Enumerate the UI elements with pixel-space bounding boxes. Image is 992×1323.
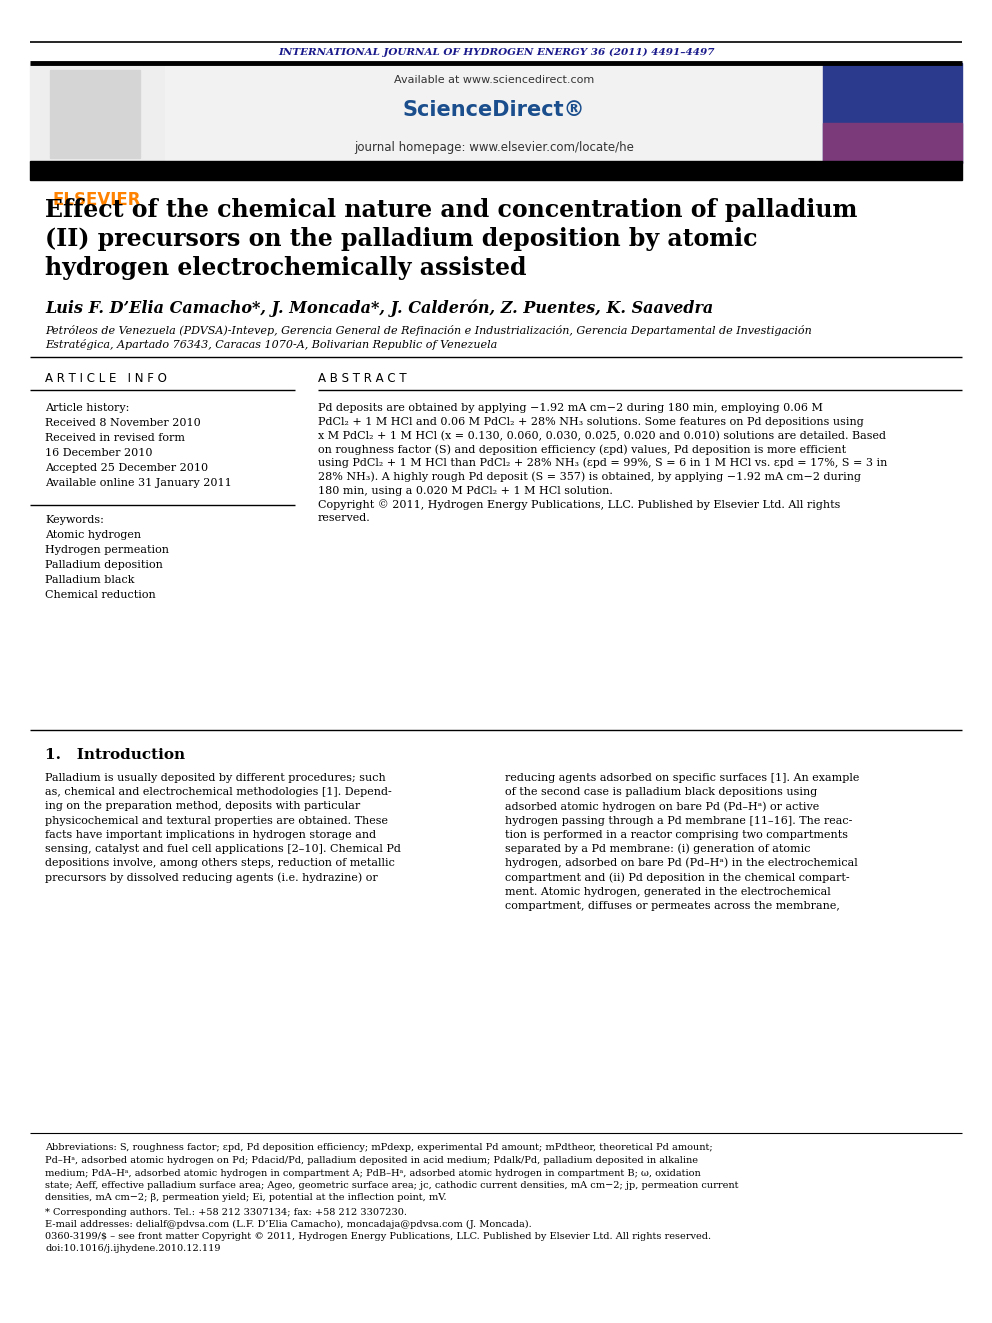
Text: A B S T R A C T: A B S T R A C T xyxy=(318,372,407,385)
Text: compartment, diffuses or permeates across the membrane,: compartment, diffuses or permeates acros… xyxy=(505,901,840,910)
Text: ing on the preparation method, deposits with particular: ing on the preparation method, deposits … xyxy=(45,802,360,811)
Text: A R T I C L E   I N F O: A R T I C L E I N F O xyxy=(45,372,167,385)
Text: densities, mA cm−2; β, permeation yield; Ei, potential at the inflection point, : densities, mA cm−2; β, permeation yield;… xyxy=(45,1193,446,1203)
Text: Received in revised form: Received in revised form xyxy=(45,433,185,443)
Text: 28% NH₃). A highly rough Pd deposit (S = 357) is obtained, by applying −1.92 mA : 28% NH₃). A highly rough Pd deposit (S =… xyxy=(318,472,861,483)
Text: ment. Atomic hydrogen, generated in the electrochemical: ment. Atomic hydrogen, generated in the … xyxy=(505,886,830,897)
Text: Available online 31 January 2011: Available online 31 January 2011 xyxy=(45,478,232,488)
Text: Abbreviations: S, roughness factor; εpd, Pd deposition efficiency; mPdexp, exper: Abbreviations: S, roughness factor; εpd,… xyxy=(45,1143,712,1152)
Text: 0360-3199/$ – see front matter Copyright © 2011, Hydrogen Energy Publications, L: 0360-3199/$ – see front matter Copyright… xyxy=(45,1232,711,1241)
Text: 180 min, using a 0.020 M PdCl₂ + 1 M HCl solution.: 180 min, using a 0.020 M PdCl₂ + 1 M HCl… xyxy=(318,486,613,496)
Text: INTERNATIONAL JOURNAL OF HYDROGEN ENERGY 36 (2011) 4491–4497: INTERNATIONAL JOURNAL OF HYDROGEN ENERGY… xyxy=(278,48,714,57)
Text: Palladium black: Palladium black xyxy=(45,576,135,585)
Text: of the second case is palladium black depositions using: of the second case is palladium black de… xyxy=(505,787,817,798)
Text: PdCl₂ + 1 M HCl and 0.06 M PdCl₂ + 28% NH₃ solutions. Some features on Pd deposi: PdCl₂ + 1 M HCl and 0.06 M PdCl₂ + 28% N… xyxy=(318,417,864,427)
Text: E-mail addresses: delialf@pdvsa.com (L.F. D’Elia Camacho), moncadaja@pdvsa.com (: E-mail addresses: delialf@pdvsa.com (L.F… xyxy=(45,1220,532,1229)
Text: Pd deposits are obtained by applying −1.92 mA cm−2 during 180 min, employing 0.0: Pd deposits are obtained by applying −1.… xyxy=(318,404,823,413)
Text: reducing agents adsorbed on specific surfaces [1]. An example: reducing agents adsorbed on specific sur… xyxy=(505,773,859,783)
Text: hydrogen, adsorbed on bare Pd (Pd–Hᵃ) in the electrochemical: hydrogen, adsorbed on bare Pd (Pd–Hᵃ) in… xyxy=(505,857,858,868)
Text: Pd–Hᵃ, adsorbed atomic hydrogen on Pd; Pdacid/Pd, palladium deposited in acid me: Pd–Hᵃ, adsorbed atomic hydrogen on Pd; P… xyxy=(45,1156,698,1166)
Text: Palladium deposition: Palladium deposition xyxy=(45,560,163,570)
Text: Luis F. D’Elia Camacho*, J. Moncada*, J. Calderón, Z. Puentes, K. Saavedra: Luis F. D’Elia Camacho*, J. Moncada*, J.… xyxy=(45,299,713,316)
Text: tion is performed in a reactor comprising two compartments: tion is performed in a reactor comprisin… xyxy=(505,830,848,840)
Text: as, chemical and electrochemical methodologies [1]. Depend-: as, chemical and electrochemical methodo… xyxy=(45,787,392,798)
Text: Petróleos de Venezuela (PDVSA)-Intevep, Gerencia General de Refinación e Industr: Petróleos de Venezuela (PDVSA)-Intevep, … xyxy=(45,324,811,336)
Text: medium; PdA–Hᵃ, adsorbed atomic hydrogen in compartment A; PdB–Hᵃ, adsorbed atom: medium; PdA–Hᵃ, adsorbed atomic hydrogen… xyxy=(45,1168,700,1177)
Text: physicochemical and textural properties are obtained. These: physicochemical and textural properties … xyxy=(45,815,388,826)
Text: Accepted 25 December 2010: Accepted 25 December 2010 xyxy=(45,463,208,474)
Bar xyxy=(30,161,962,180)
Text: Available at www.sciencedirect.com: Available at www.sciencedirect.com xyxy=(394,75,594,85)
Text: ELSEVIER: ELSEVIER xyxy=(53,191,141,209)
Text: hydrogen passing through a Pd membrane [11–16]. The reac-: hydrogen passing through a Pd membrane [… xyxy=(505,815,852,826)
Text: journal homepage: www.elsevier.com/locate/he: journal homepage: www.elsevier.com/locat… xyxy=(354,140,634,153)
Bar xyxy=(165,64,823,163)
Text: Chemical reduction: Chemical reduction xyxy=(45,590,156,601)
Text: Estratégica, Apartado 76343, Caracas 1070-A, Bolivarian Republic of Venezuela: Estratégica, Apartado 76343, Caracas 107… xyxy=(45,339,497,349)
Text: adsorbed atomic hydrogen on bare Pd (Pd–Hᵃ) or active: adsorbed atomic hydrogen on bare Pd (Pd–… xyxy=(505,802,819,812)
Text: on roughness factor (S) and deposition efficiency (εpd) values, Pd deposition is: on roughness factor (S) and deposition e… xyxy=(318,445,846,455)
Text: sensing, catalyst and fuel cell applications [2–10]. Chemical Pd: sensing, catalyst and fuel cell applicat… xyxy=(45,844,401,855)
Text: * Corresponding authors. Tel.: +58 212 3307134; fax: +58 212 3307230.: * Corresponding authors. Tel.: +58 212 3… xyxy=(45,1208,407,1217)
Text: Effect of the chemical nature and concentration of palladium: Effect of the chemical nature and concen… xyxy=(45,198,857,222)
Bar xyxy=(823,123,962,163)
Text: Hydrogen permeation: Hydrogen permeation xyxy=(45,545,169,556)
Text: doi:10.1016/j.ijhydene.2010.12.119: doi:10.1016/j.ijhydene.2010.12.119 xyxy=(45,1244,220,1253)
Text: Atomic hydrogen: Atomic hydrogen xyxy=(45,531,141,540)
Text: reserved.: reserved. xyxy=(318,513,371,524)
Text: separated by a Pd membrane: (i) generation of atomic: separated by a Pd membrane: (i) generati… xyxy=(505,844,810,855)
Text: Copyright © 2011, Hydrogen Energy Publications, LLC. Published by Elsevier Ltd. : Copyright © 2011, Hydrogen Energy Public… xyxy=(318,499,840,509)
Text: 1.   Introduction: 1. Introduction xyxy=(45,747,186,762)
Text: ScienceDirect®: ScienceDirect® xyxy=(403,101,585,120)
Text: Keywords:: Keywords: xyxy=(45,515,104,525)
Bar xyxy=(823,64,962,163)
Text: x M PdCl₂ + 1 M HCl (x = 0.130, 0.060, 0.030, 0.025, 0.020 and 0.010) solutions : x M PdCl₂ + 1 M HCl (x = 0.130, 0.060, 0… xyxy=(318,430,886,441)
Text: 16 December 2010: 16 December 2010 xyxy=(45,448,153,458)
Text: Article history:: Article history: xyxy=(45,404,129,413)
Text: (II) precursors on the palladium deposition by atomic: (II) precursors on the palladium deposit… xyxy=(45,228,758,251)
Text: state; Aeff, effective palladium surface area; Ageo, geometric surface area; jc,: state; Aeff, effective palladium surface… xyxy=(45,1181,738,1189)
Text: compartment and (ii) Pd deposition in the chemical compart-: compartment and (ii) Pd deposition in th… xyxy=(505,872,849,882)
Text: Palladium is usually deposited by different procedures; such: Palladium is usually deposited by differ… xyxy=(45,773,386,783)
Text: facts have important implications in hydrogen storage and: facts have important implications in hyd… xyxy=(45,830,376,840)
Bar xyxy=(30,64,165,163)
Text: depositions involve, among others steps, reduction of metallic: depositions involve, among others steps,… xyxy=(45,859,395,868)
Text: precursors by dissolved reducing agents (i.e. hydrazine) or: precursors by dissolved reducing agents … xyxy=(45,872,378,882)
Bar xyxy=(50,70,140,157)
Text: Received 8 November 2010: Received 8 November 2010 xyxy=(45,418,200,429)
Text: using PdCl₂ + 1 M HCl than PdCl₂ + 28% NH₃ (εpd = 99%, S = 6 in 1 M HCl vs. εpd : using PdCl₂ + 1 M HCl than PdCl₂ + 28% N… xyxy=(318,458,888,468)
Text: hydrogen electrochemically assisted: hydrogen electrochemically assisted xyxy=(45,255,527,280)
